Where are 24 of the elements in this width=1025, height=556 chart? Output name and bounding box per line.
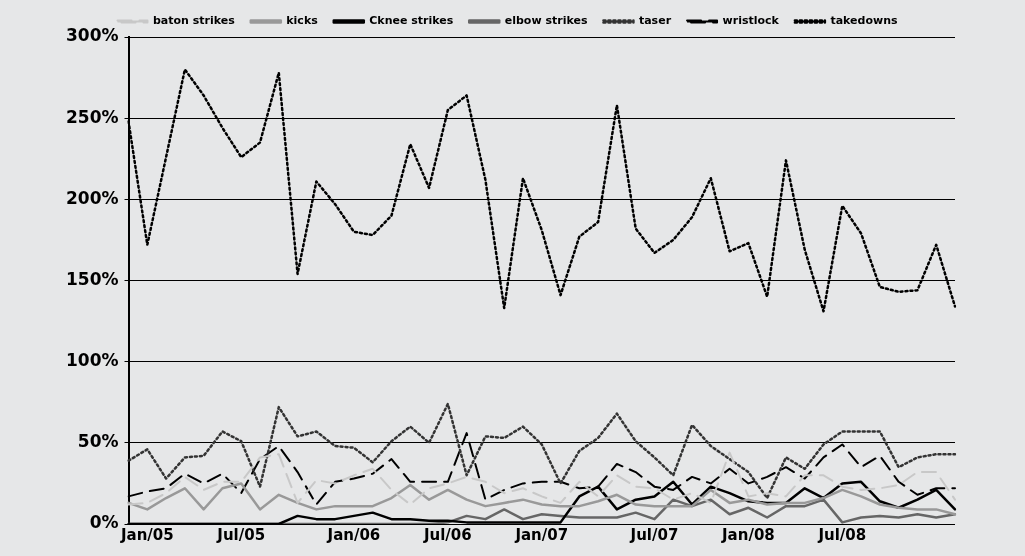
legend-label: takedowns <box>830 14 898 28</box>
y-tick-label: 250% <box>65 106 119 127</box>
x-tick-label: Jul/05 <box>216 525 266 544</box>
x-tick-label: Jan/06 <box>326 525 381 544</box>
y-tick-label: 300% <box>65 25 119 46</box>
line-series <box>127 402 957 500</box>
x-tick-label: Jan/07 <box>514 525 569 544</box>
legend-label: elbow strikes <box>504 14 588 28</box>
legend-label: kicks <box>286 14 319 28</box>
legend-label: Cknee strikes <box>369 14 454 28</box>
y-tick-label: 0% <box>89 512 119 533</box>
y-tick-label: 150% <box>65 268 119 289</box>
legend-label: taser <box>638 14 672 28</box>
x-tick-label: Jul/06 <box>422 525 472 544</box>
x-tick-label: Jan/05 <box>119 525 174 544</box>
legend-label: wristlock <box>722 14 780 28</box>
y-tick-label: 100% <box>65 350 119 371</box>
x-tick-label: Jul/07 <box>629 525 679 544</box>
y-tick-label: 50% <box>77 431 119 452</box>
y-tick-label: 200% <box>65 187 119 208</box>
legend-label: baton strikes <box>152 14 236 28</box>
line-series <box>127 451 956 506</box>
x-tick-label: Jul/08 <box>817 525 867 544</box>
x-tick-label: Jan/08 <box>721 525 775 544</box>
